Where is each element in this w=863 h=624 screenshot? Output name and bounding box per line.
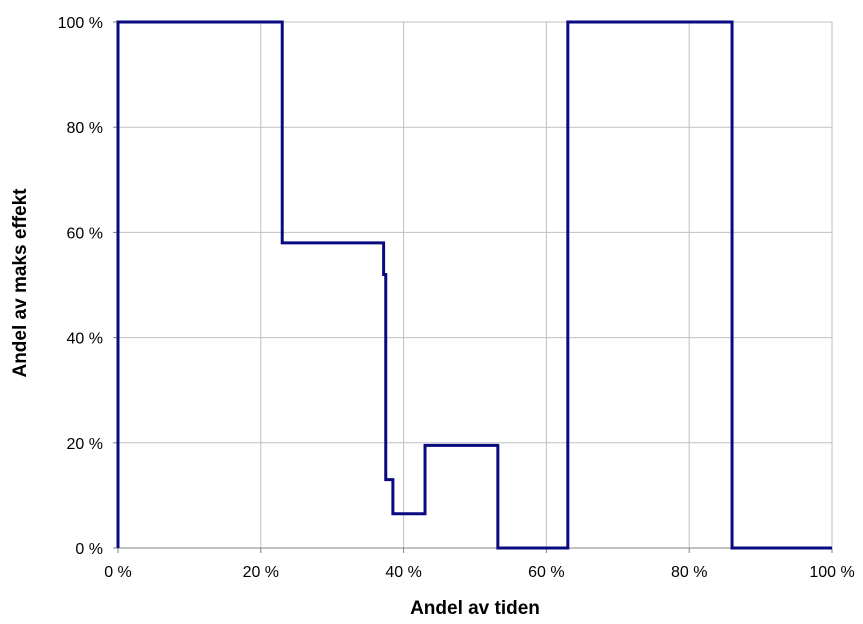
y-tick-label-0: 0 % bbox=[75, 541, 103, 558]
x-tick-label-2: 40 % bbox=[385, 564, 421, 581]
x-tick-label-1: 20 % bbox=[243, 564, 279, 581]
x-tick-label-5: 100 % bbox=[809, 564, 854, 581]
y-tick-label-2: 40 % bbox=[67, 331, 103, 348]
series-layer bbox=[116, 20, 832, 550]
y-tick-label-3: 60 % bbox=[67, 225, 103, 242]
grid-layer bbox=[118, 21, 833, 548]
x-tick-label-3: 60 % bbox=[528, 564, 564, 581]
series-line-0 bbox=[116, 20, 832, 550]
y-tick-label-1: 20 % bbox=[67, 436, 103, 453]
axes-layer bbox=[113, 21, 833, 553]
tick-label-layer: 0 % 20 % 40 % 60 % 80 % 100 % 0 % 20 % 40 % 60 % 8… bbox=[58, 15, 855, 581]
y-axis-title: Andel av maks effekt bbox=[10, 188, 31, 378]
y-tick-label-4: 80 % bbox=[67, 120, 103, 137]
y-tick-label-5: 100 % bbox=[58, 15, 103, 32]
x-tick-label-0: 0 % bbox=[104, 564, 132, 581]
x-axis-title: Andel av tiden bbox=[410, 598, 540, 619]
x-tick-label-4: 80 % bbox=[671, 564, 707, 581]
plot-border bbox=[117, 21, 833, 549]
